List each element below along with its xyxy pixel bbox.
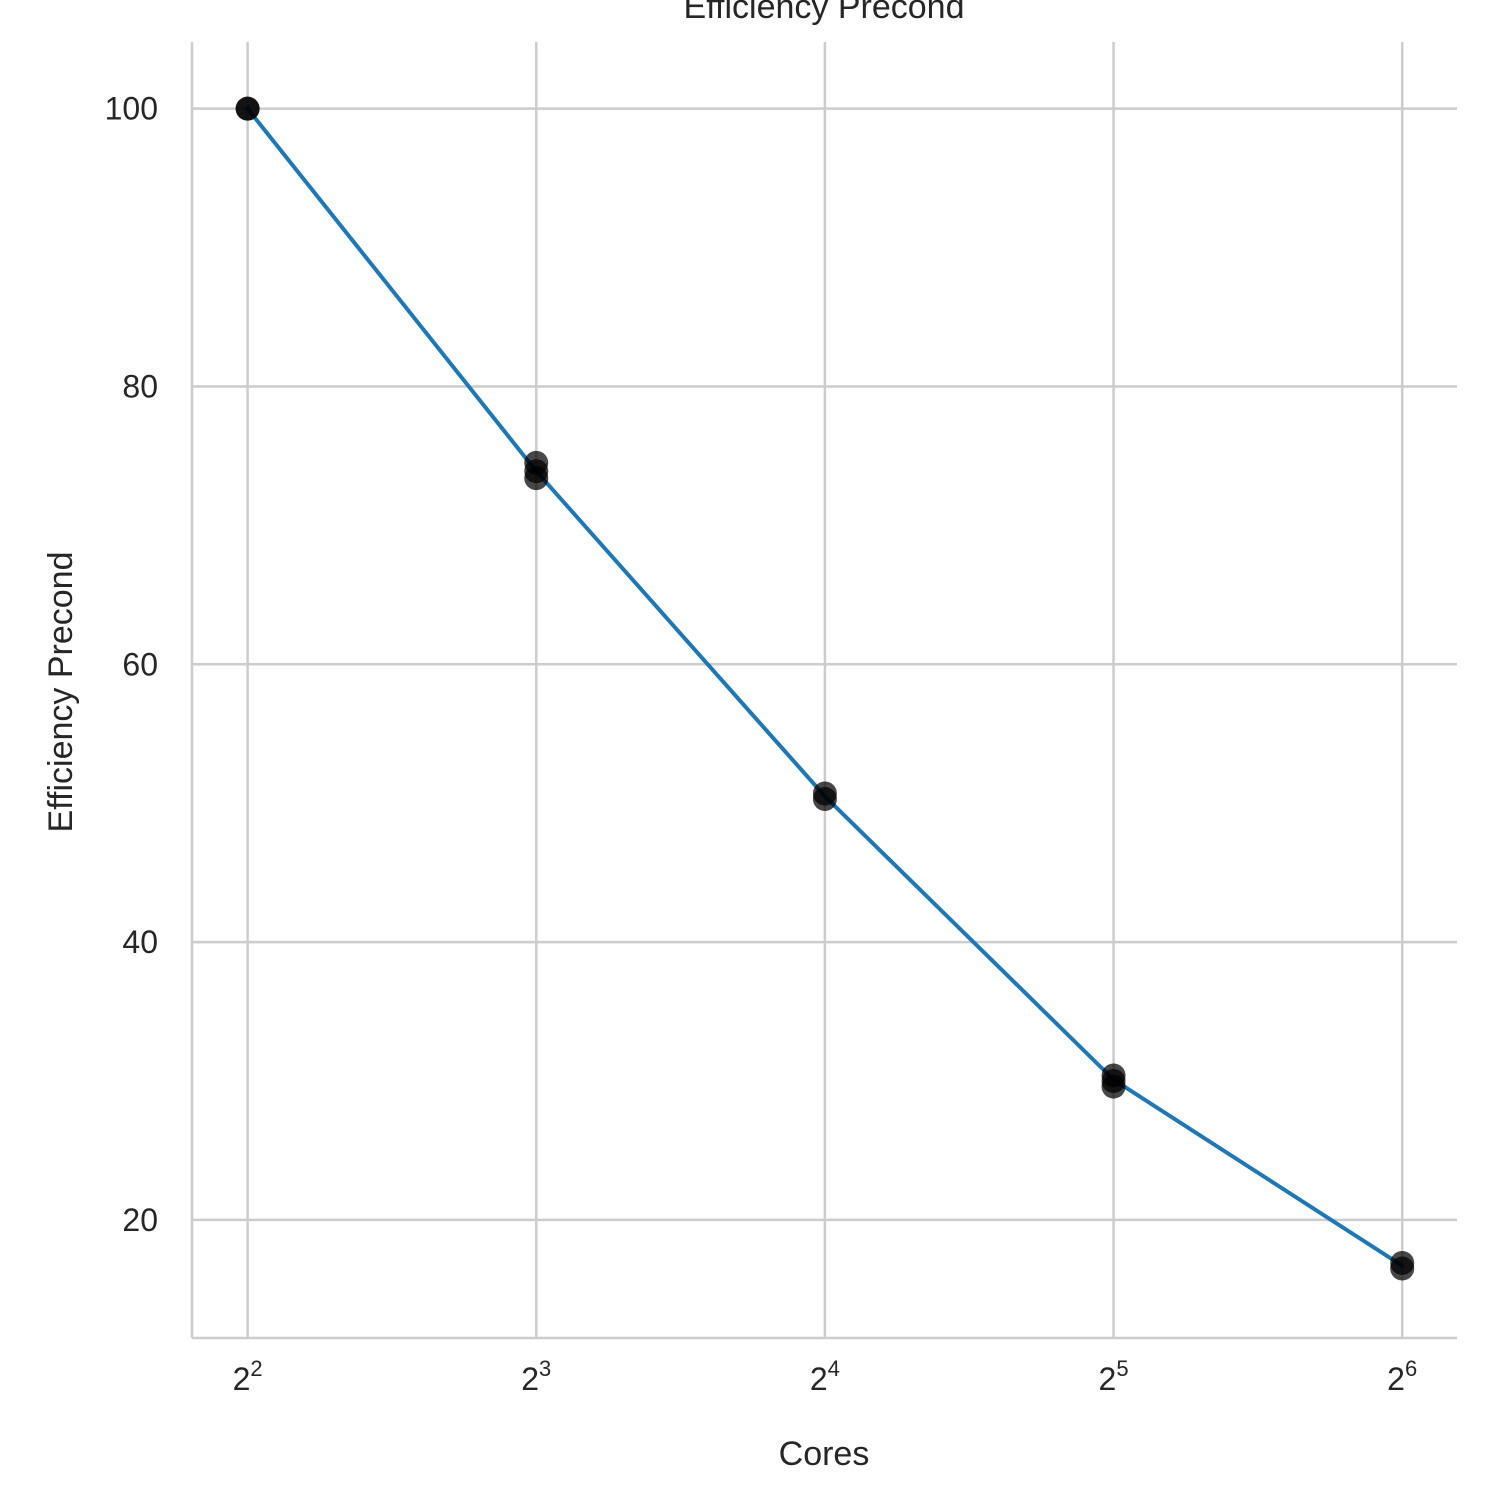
x-tick-label: 24 bbox=[810, 1356, 840, 1397]
x-tick-labels: 22 23 24 25 26 bbox=[233, 1356, 1418, 1397]
x-tick-base: 2 bbox=[1387, 1361, 1405, 1397]
data-point bbox=[1101, 1074, 1126, 1099]
x-axis-label: Cores bbox=[779, 1435, 870, 1473]
x-tick-exponent: 4 bbox=[828, 1356, 840, 1381]
x-tick-base: 2 bbox=[810, 1361, 828, 1397]
data-point bbox=[1390, 1256, 1415, 1281]
x-tick-base: 2 bbox=[233, 1361, 251, 1397]
y-tick-label: 80 bbox=[122, 368, 158, 404]
data-point bbox=[812, 787, 837, 812]
x-tick-exponent: 6 bbox=[1405, 1356, 1417, 1381]
grid-lines bbox=[192, 42, 1457, 1338]
x-tick-exponent: 3 bbox=[539, 1356, 551, 1381]
x-tick-label: 23 bbox=[521, 1356, 551, 1397]
data-point bbox=[524, 466, 549, 491]
y-tick-label: 100 bbox=[105, 91, 158, 127]
y-tick-label: 20 bbox=[122, 1202, 158, 1238]
x-tick-label: 22 bbox=[233, 1356, 263, 1397]
marker-layer bbox=[235, 96, 1415, 1281]
axes bbox=[190, 42, 1457, 1340]
y-axis-label: Efficiency Precond bbox=[42, 552, 80, 833]
x-tick-exponent: 5 bbox=[1116, 1356, 1128, 1381]
chart-title: Efficiency Precond bbox=[684, 0, 965, 26]
x-tick-base: 2 bbox=[521, 1361, 539, 1397]
x-tick-exponent: 2 bbox=[250, 1356, 262, 1381]
x-tick-label: 26 bbox=[1387, 1356, 1417, 1397]
y-tick-label: 60 bbox=[122, 646, 158, 682]
y-tick-label: 40 bbox=[122, 924, 158, 960]
x-tick-label: 25 bbox=[1099, 1356, 1129, 1397]
x-tick-base: 2 bbox=[1099, 1361, 1117, 1397]
data-point bbox=[235, 96, 260, 121]
y-tick-labels: 20 40 60 80 100 bbox=[105, 91, 158, 1238]
